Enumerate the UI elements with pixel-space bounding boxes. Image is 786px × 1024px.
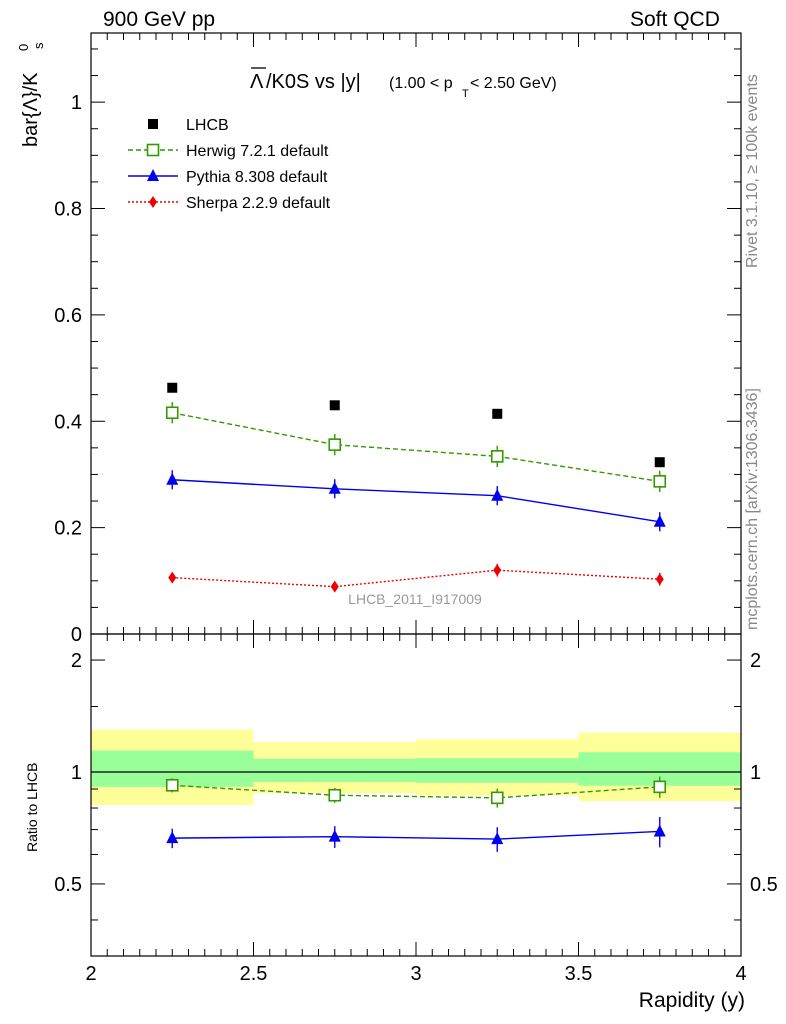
legend-sherpa-label: Sherpa 2.2.9 default (186, 195, 331, 212)
pythia-point (166, 472, 179, 485)
herwig-ratio-point (328, 788, 342, 802)
sherpa-point (655, 573, 664, 586)
x-tick-label: 3.5 (565, 963, 593, 985)
sherpa-point (493, 564, 502, 577)
legend-pythia-label: Pythia 8.308 default (186, 169, 328, 186)
ratio-y-tick-label-right: 0.5 (750, 874, 778, 896)
y-tick-label: 0.4 (54, 411, 82, 433)
legend-herwig-label: Herwig 7.2.1 default (186, 143, 329, 160)
reference-point (329, 400, 340, 411)
legend-pythia-marker (147, 169, 159, 181)
herwig-point (653, 475, 667, 488)
energy-label: 900 GeV pp (103, 8, 216, 31)
herwig-ratio-point (653, 780, 667, 794)
herwig-ratio-line (172, 784, 660, 799)
sherpa-point (330, 580, 339, 593)
ratio-y-tick-label-right: 2 (750, 650, 761, 672)
y-axis-label-main: bar{Λ}/K (20, 72, 42, 147)
herwig-ratio-point (165, 778, 179, 792)
band-inner-2 (416, 758, 579, 783)
watermark-analysis-id: LHCB_2011_I917009 (348, 591, 482, 607)
legend-herwig-marker (146, 143, 160, 157)
ratio-y-tick-label-left: 1 (71, 762, 82, 784)
pythia-ratio-point (166, 831, 179, 844)
pythia-point (491, 488, 504, 501)
y-tick-label: 0 (71, 624, 82, 646)
y-tick-label: 0.8 (54, 199, 82, 221)
reference-point (492, 408, 503, 419)
process-label: Soft QCD (630, 8, 720, 31)
pythia-ratio-point (328, 829, 341, 842)
y-tick-label: 0.6 (54, 305, 82, 327)
y-tick-label: 0.2 (54, 518, 82, 540)
band-inner-1 (253, 758, 416, 782)
ratio-y-axis-label: Ratio to LHCB (24, 763, 40, 852)
title-range-open: (1.00 < p (389, 75, 453, 92)
herwig-point (165, 406, 179, 420)
legend-lhcb-marker (148, 119, 158, 129)
sherpa-point (168, 571, 177, 584)
pythia-ratio-point (491, 832, 504, 845)
y-axis-label-sup: 0 (16, 44, 31, 51)
herwig-point (490, 450, 504, 463)
axes: 2 2.5 3 3.5 4 0 0.2 0.4 0.6 0.8 1 0.5 0.5 1 1 2 2 (54, 33, 778, 985)
data-series (165, 382, 667, 852)
y-axis-label-sub: s (31, 42, 46, 49)
legend: LHCB Herwig 7.2.1 default Pythia 8.308 def… (128, 117, 331, 212)
x-tick-label: 3 (410, 963, 421, 985)
ratio-y-tick-label-left: 0.5 (54, 874, 82, 896)
herwig-line (172, 412, 660, 483)
legend-lhcb-label: LHCB (186, 117, 229, 134)
x-tick-label: 2.5 (240, 963, 268, 985)
ratio-uncertainty-bands (91, 729, 741, 806)
x-tick-label: 4 (735, 963, 746, 985)
y-tick-label: 1 (71, 92, 82, 114)
y-axis-label: bar{Λ}/K 0 s (16, 42, 46, 147)
x-tick-label: 2 (85, 963, 96, 985)
herwig-point (328, 438, 342, 451)
pythia-point (653, 514, 666, 527)
reference-point (654, 457, 665, 468)
chart-title: Λ /K0S vs |y| (1.00 < p T < 2.50 GeV) (250, 67, 557, 100)
reference-point (167, 382, 178, 393)
legend-sherpa-marker (149, 196, 157, 208)
x-axis-label: Rapidity (y) (639, 989, 745, 1012)
pythia-ratio-point (653, 824, 666, 837)
pythia-point (328, 481, 341, 494)
title-range-close: < 2.50 GeV) (470, 75, 557, 92)
title-main: /K0S vs |y| (266, 71, 361, 93)
pythia-ratio-line (172, 830, 660, 840)
herwig-ratio-point (490, 791, 504, 805)
sherpa-line (172, 569, 660, 588)
title-lambda: Λ (250, 71, 264, 93)
pythia-line (172, 479, 660, 523)
ratio-y-tick-label-left: 2 (71, 650, 82, 672)
title-range-sub: T (462, 88, 469, 100)
ratio-y-tick-label-right: 1 (750, 762, 761, 784)
